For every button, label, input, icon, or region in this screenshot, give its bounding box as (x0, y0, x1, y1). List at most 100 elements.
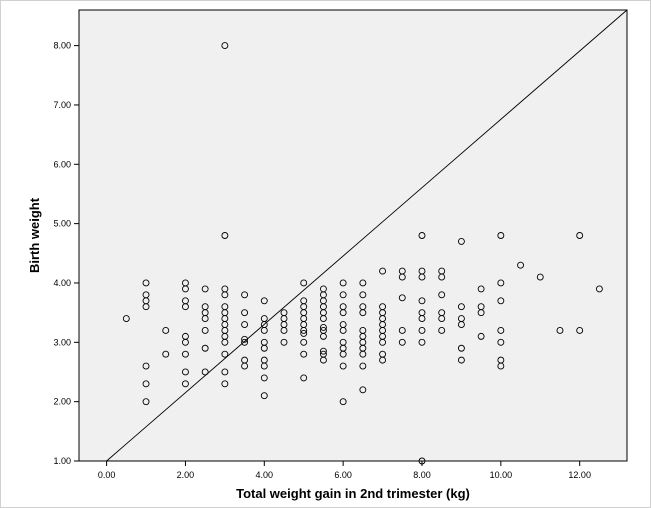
data-point (181, 279, 189, 287)
data-point (319, 324, 327, 331)
data-point (339, 321, 347, 328)
x-axis-title: Total weight gain in 2nd trimester (kg) (236, 486, 470, 501)
data-point (379, 267, 387, 275)
data-point (181, 380, 189, 388)
data-point (181, 368, 189, 376)
data-point (221, 368, 229, 376)
data-point (556, 326, 564, 334)
data-point (339, 279, 347, 287)
plot-area (78, 9, 628, 462)
data-point (142, 291, 150, 299)
data-point (221, 285, 229, 293)
data-point (162, 350, 170, 358)
data-point (221, 232, 229, 239)
data-point (418, 338, 426, 346)
data-point (497, 338, 505, 346)
data-point (181, 332, 189, 340)
y-tick-label: 7.00 (53, 100, 71, 110)
data-point (260, 392, 268, 400)
reference-line-layer (106, 9, 628, 462)
data-point (398, 338, 406, 346)
x-tick-label: 10.00 (490, 470, 513, 480)
x-tick-label: 0.00 (98, 470, 116, 480)
data-point (418, 297, 426, 305)
data-point (398, 326, 406, 334)
y-tick-label: 3.00 (53, 337, 71, 347)
data-point (241, 321, 249, 328)
data-point (339, 338, 347, 346)
data-point (438, 291, 446, 299)
reference-line (106, 9, 628, 462)
y-tick-label: 5.00 (53, 219, 71, 229)
data-point (221, 380, 229, 388)
data-point (201, 285, 209, 293)
data-point (300, 279, 308, 287)
data-point (300, 297, 308, 305)
data-point (201, 368, 209, 376)
data-point (280, 309, 288, 317)
data-point (339, 362, 347, 370)
data-point (241, 309, 249, 317)
x-tick-label: 2.00 (177, 470, 195, 480)
data-point (457, 344, 465, 352)
y-axis-title: Birth weight (27, 197, 42, 273)
data-point (339, 291, 347, 299)
data-point (418, 232, 426, 239)
data-point (142, 279, 150, 287)
data-point (536, 273, 544, 281)
data-point (359, 303, 367, 311)
data-point (300, 338, 308, 346)
data-point (260, 297, 268, 305)
data-point (201, 326, 209, 334)
data-point (438, 267, 446, 275)
data-point (477, 285, 485, 293)
data-point (260, 338, 268, 346)
y-tick-label: 2.00 (53, 397, 71, 407)
y-axis: 1.00 2.00 3.00 4.00 5.00 6.00 7.00 8.00 (53, 41, 79, 466)
x-tick-label: 12.00 (568, 470, 591, 480)
data-point (438, 326, 446, 334)
data-point (457, 356, 465, 364)
data-point (457, 315, 465, 323)
data-point (280, 338, 288, 346)
data-point (438, 309, 446, 317)
data-point (181, 350, 189, 358)
y-tick-label: 1.00 (53, 456, 71, 466)
data-point (398, 267, 406, 275)
data-point (122, 315, 130, 323)
data-point (576, 326, 584, 334)
data-point (221, 42, 229, 50)
data-point (418, 267, 426, 275)
data-point (300, 374, 308, 382)
data-point (497, 232, 505, 239)
data-point (201, 344, 209, 352)
data-point (260, 374, 268, 382)
data-point (300, 350, 308, 358)
data-point (241, 291, 249, 299)
data-points (122, 42, 603, 465)
data-point (497, 279, 505, 287)
data-point (300, 329, 308, 337)
data-point (477, 332, 485, 340)
data-point (497, 356, 505, 364)
data-point (398, 294, 406, 302)
data-point (359, 386, 367, 394)
data-point (241, 335, 249, 343)
data-point (359, 279, 367, 287)
data-point (379, 303, 387, 311)
data-point (319, 285, 327, 293)
data-point (457, 237, 465, 245)
x-tick-label: 4.00 (256, 470, 274, 480)
data-point (319, 326, 327, 334)
data-point (379, 350, 387, 358)
data-point (359, 326, 367, 334)
data-point (477, 303, 485, 311)
data-point (241, 338, 249, 346)
data-point (201, 303, 209, 311)
data-point (142, 398, 150, 406)
data-point (162, 326, 170, 334)
data-point (260, 356, 268, 364)
y-tick-label: 8.00 (53, 41, 71, 51)
